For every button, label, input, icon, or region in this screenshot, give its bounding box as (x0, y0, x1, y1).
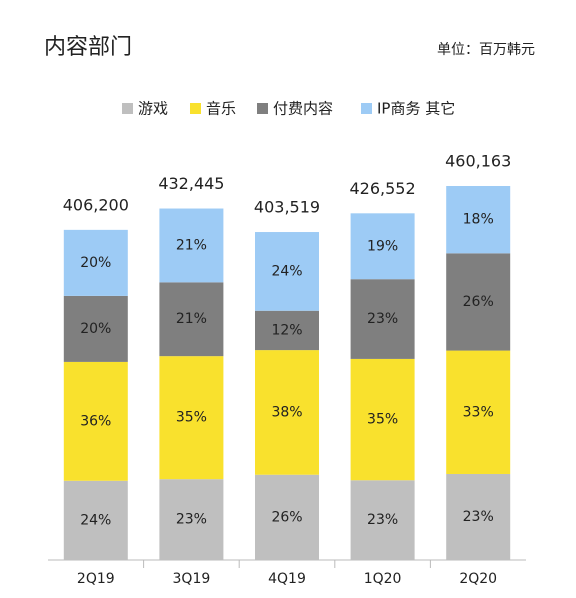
legend-swatch (122, 103, 133, 114)
x-tick-label: 1Q20 (364, 571, 402, 587)
segment-label: 23% (367, 311, 398, 327)
bar-segment (63, 295, 128, 362)
segment-label: 20% (80, 321, 111, 337)
bar-segment (159, 208, 224, 283)
x-tick-label: 4Q19 (268, 571, 306, 587)
segment-label: 33% (463, 404, 494, 420)
segment-label: 26% (463, 294, 494, 310)
x-tick-label: 2Q19 (77, 571, 115, 587)
bar-segment (159, 356, 224, 480)
segment-label: 23% (463, 509, 494, 525)
total-label: 406,200 (63, 195, 129, 214)
segment-label: 23% (176, 512, 207, 528)
bar-segment (159, 282, 224, 357)
total-label: 460,163 (445, 152, 511, 171)
legend-label: 付费内容 (273, 100, 333, 118)
total-label: 403,519 (254, 198, 320, 217)
bar-segment (159, 479, 224, 560)
bar-segment (255, 474, 319, 560)
legend-label: 游戏 (138, 100, 168, 118)
segment-label: 35% (367, 412, 398, 428)
segment-label: 12% (271, 322, 302, 338)
segment-label: 36% (80, 413, 111, 429)
bar-segment (255, 232, 319, 311)
chart-title: 内容部门 (44, 35, 132, 60)
bar-segment (255, 310, 319, 351)
bar-segment (350, 480, 415, 560)
bar-segment (63, 361, 128, 481)
legend-label: IP商务 其它 (377, 100, 455, 118)
segment-label: 24% (271, 263, 302, 279)
segment-label: 26% (271, 509, 302, 525)
unit-label: 单位：百万韩元 (437, 42, 535, 58)
segment-label: 18% (463, 212, 494, 228)
legend-label: 音乐 (206, 100, 236, 118)
bar-segment (255, 350, 319, 475)
segment-label: 21% (176, 237, 207, 253)
x-tick-label: 2Q20 (459, 571, 497, 587)
bar-segment (446, 186, 511, 254)
bar-segment (350, 279, 415, 359)
segment-label: 19% (367, 238, 398, 254)
x-tick-label: 3Q19 (173, 571, 211, 587)
bar-segment (350, 213, 415, 280)
bar-segment (446, 253, 511, 351)
total-label: 426,552 (350, 179, 416, 198)
bar-segment (63, 480, 128, 560)
legend-swatch (190, 103, 201, 114)
bar-segment (446, 473, 511, 560)
total-label: 432,445 (158, 174, 224, 193)
segment-label: 23% (367, 512, 398, 528)
segment-label: 20% (80, 255, 111, 271)
segment-label: 24% (80, 512, 111, 528)
bar-segment (63, 229, 128, 296)
legend-swatch (361, 103, 372, 114)
segment-label: 38% (271, 404, 302, 420)
segment-label: 21% (176, 311, 207, 327)
segment-label: 35% (176, 410, 207, 426)
bar-segment (350, 358, 415, 481)
bar-segment (446, 350, 511, 474)
legend-swatch (257, 103, 268, 114)
